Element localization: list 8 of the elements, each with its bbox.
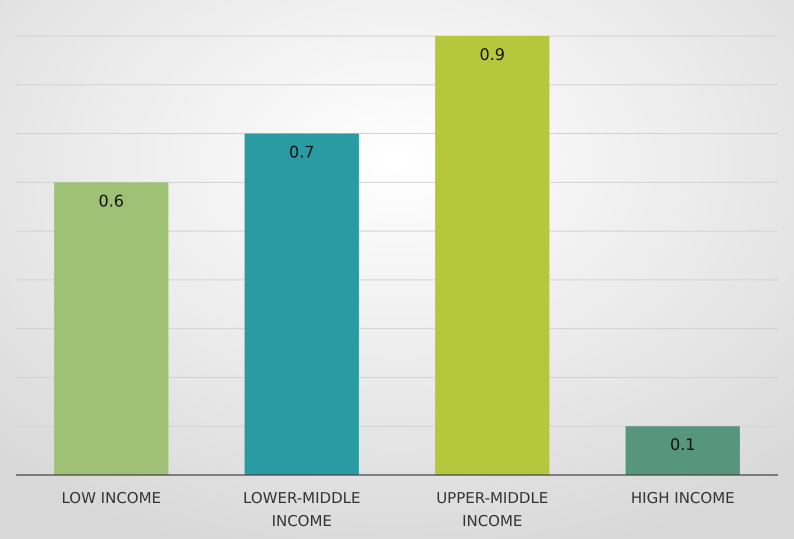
data-label: 0.6 (98, 191, 124, 210)
data-label: 0.7 (289, 142, 314, 162)
x-tick-label: LOWER-MIDDLE INCOME (243, 489, 360, 530)
data-label: 0.9 (480, 45, 505, 64)
x-tick-label: UPPER-MIDDLE INCOME (436, 489, 548, 530)
x-tick-label: HIGH INCOME (630, 489, 735, 507)
data-label: 0.1 (670, 435, 696, 454)
x-tick-label: LOW INCOME (61, 489, 162, 507)
